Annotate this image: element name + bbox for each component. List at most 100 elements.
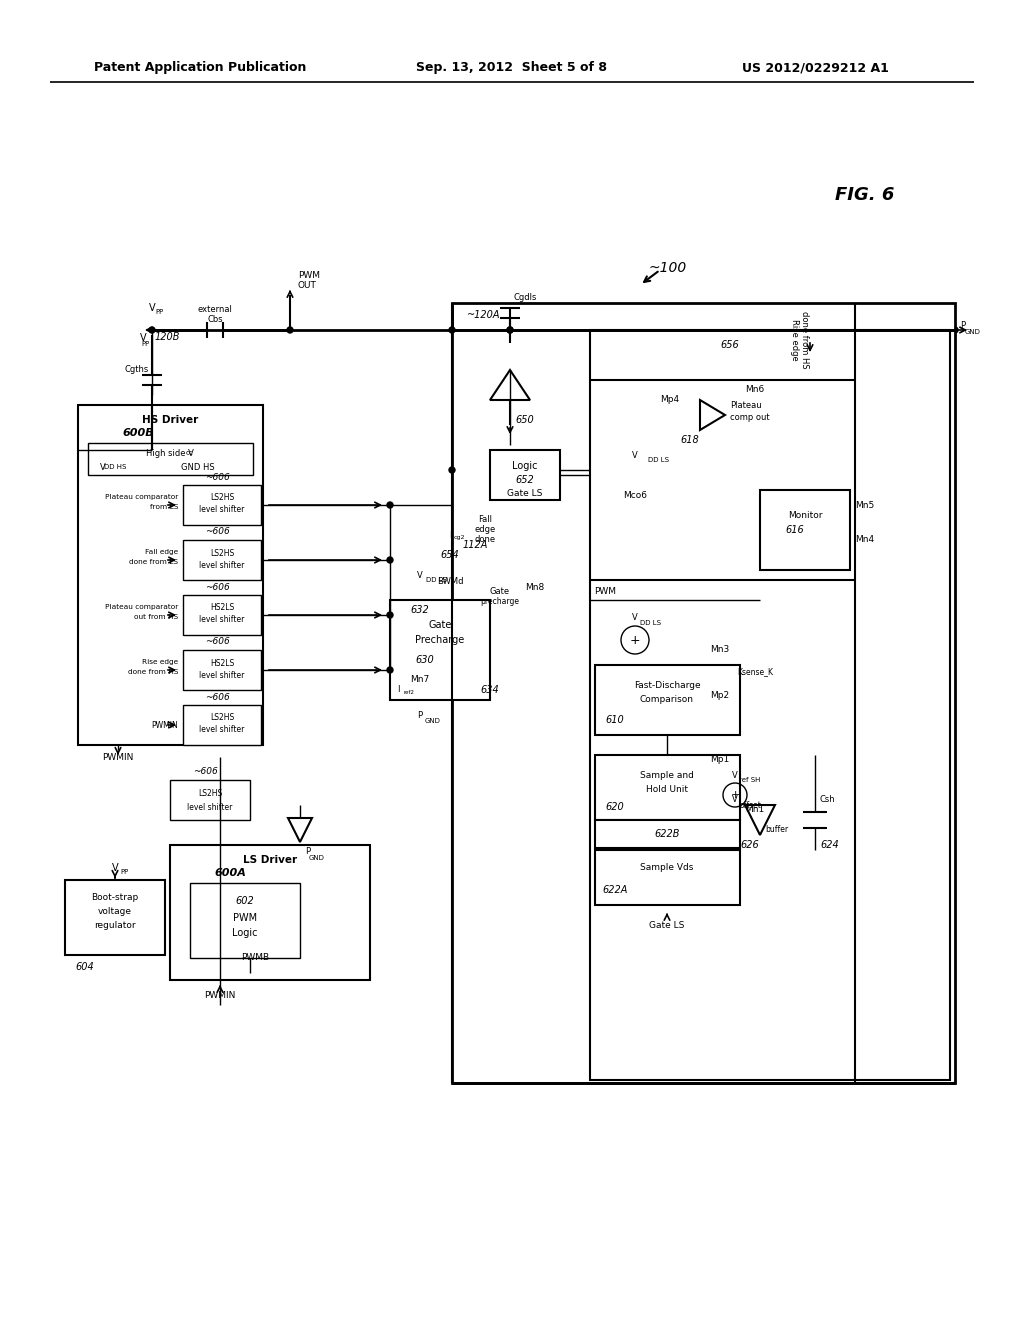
Text: 620: 620	[605, 803, 625, 812]
Text: 634: 634	[480, 685, 500, 696]
Text: external: external	[198, 305, 232, 314]
Text: V: V	[148, 304, 156, 313]
Text: Plateau: Plateau	[730, 400, 762, 409]
Bar	[65, 880, 165, 954]
Bar	[170, 780, 250, 820]
Text: level shifter: level shifter	[200, 506, 245, 515]
Text: comp out: comp out	[730, 413, 770, 422]
Text: Fall edge: Fall edge	[144, 549, 178, 554]
Text: 654: 654	[440, 550, 460, 560]
Text: voltage: voltage	[98, 908, 132, 916]
Text: DD LS: DD LS	[426, 577, 447, 583]
Text: 618: 618	[681, 436, 699, 445]
Text: LS2HS: LS2HS	[210, 714, 234, 722]
Text: out from HS: out from HS	[134, 614, 178, 620]
Text: cg2: cg2	[454, 536, 466, 540]
Text: Cgdls: Cgdls	[513, 293, 537, 302]
Text: HS2LS: HS2LS	[210, 659, 234, 668]
Text: Comparison: Comparison	[640, 696, 694, 705]
Bar	[390, 601, 490, 700]
Text: 626: 626	[740, 840, 760, 850]
Text: PWM: PWM	[594, 587, 616, 597]
Text: PWMIN: PWMIN	[152, 721, 178, 730]
Text: Gate: Gate	[428, 620, 452, 630]
Text: BWMd: BWMd	[437, 578, 463, 586]
Bar	[170, 845, 370, 979]
Text: Logic: Logic	[232, 928, 258, 939]
Text: Gate LS: Gate LS	[649, 920, 685, 929]
Text: V: V	[632, 450, 638, 459]
Text: Mn4: Mn4	[855, 536, 874, 544]
Text: 610: 610	[605, 715, 625, 725]
Text: GND HS: GND HS	[181, 462, 215, 471]
Bar	[590, 330, 950, 1080]
Text: Patent Application Publication: Patent Application Publication	[94, 62, 306, 74]
Text: V: V	[100, 462, 105, 471]
Text: regulator: regulator	[94, 921, 136, 931]
Text: 616: 616	[785, 525, 805, 535]
Text: done: done	[474, 536, 496, 544]
Text: V: V	[417, 570, 423, 579]
Text: from LS: from LS	[150, 504, 178, 510]
Text: Rise edge: Rise edge	[142, 659, 178, 665]
Text: Mp4: Mp4	[660, 396, 680, 404]
Text: LS Driver: LS Driver	[243, 855, 297, 865]
Text: PWM: PWM	[232, 913, 257, 923]
Text: level shifter: level shifter	[200, 726, 245, 734]
Text: 624: 624	[820, 840, 839, 850]
Circle shape	[287, 327, 293, 333]
Text: HS2LS: HS2LS	[210, 603, 234, 612]
Text: ~606: ~606	[205, 693, 229, 701]
Text: Mn5: Mn5	[855, 500, 874, 510]
Text: US 2012/0229212 A1: US 2012/0229212 A1	[741, 62, 889, 74]
Text: Mn6: Mn6	[745, 385, 765, 395]
Text: ~606: ~606	[205, 473, 229, 482]
Text: 120B: 120B	[155, 333, 180, 342]
Text: Mp1: Mp1	[711, 755, 730, 764]
Text: GND: GND	[965, 329, 981, 335]
Text: Sample Vds: Sample Vds	[640, 863, 693, 873]
Bar	[88, 444, 253, 475]
Text: Hold Unit: Hold Unit	[646, 785, 688, 795]
Text: 602: 602	[236, 896, 254, 906]
Text: 650: 650	[515, 414, 534, 425]
Text: ref SH: ref SH	[739, 777, 761, 783]
Text: P: P	[418, 710, 423, 719]
Circle shape	[507, 327, 513, 333]
Text: PP: PP	[155, 309, 163, 315]
Text: HS Driver: HS Driver	[142, 414, 198, 425]
Text: ~606: ~606	[205, 528, 229, 536]
Bar	[595, 850, 740, 906]
Text: DD HS: DD HS	[104, 465, 126, 470]
Text: offset: offset	[740, 800, 762, 809]
Text: Mn8: Mn8	[525, 583, 545, 593]
Text: V: V	[732, 796, 738, 804]
Text: Boot-strap: Boot-strap	[91, 894, 138, 903]
Bar	[452, 304, 955, 1082]
Text: 622A: 622A	[602, 884, 628, 895]
Text: 656: 656	[720, 341, 738, 350]
Text: Rise edge: Rise edge	[790, 319, 799, 360]
Text: PWMIN: PWMIN	[102, 752, 134, 762]
Text: level shifter: level shifter	[200, 561, 245, 569]
Text: Gate: Gate	[489, 587, 510, 597]
Text: Plateau comparator: Plateau comparator	[104, 605, 178, 610]
Bar	[78, 405, 263, 744]
Text: FIG. 6: FIG. 6	[836, 186, 895, 205]
Text: PWM: PWM	[298, 271, 319, 280]
Bar	[595, 820, 740, 847]
Text: done from HS: done from HS	[128, 669, 178, 675]
Text: V: V	[632, 614, 638, 623]
Text: Fall: Fall	[478, 516, 492, 524]
Bar	[595, 755, 740, 820]
Text: Gate LS: Gate LS	[507, 490, 543, 499]
Text: V: V	[732, 771, 738, 780]
Text: 630: 630	[416, 655, 434, 665]
Bar	[190, 883, 300, 958]
Bar	[183, 484, 261, 525]
Text: Cgths: Cgths	[125, 366, 150, 375]
Text: ~606: ~606	[205, 582, 229, 591]
Circle shape	[449, 467, 455, 473]
Text: 652: 652	[516, 475, 535, 484]
Text: DD LS: DD LS	[648, 457, 669, 463]
